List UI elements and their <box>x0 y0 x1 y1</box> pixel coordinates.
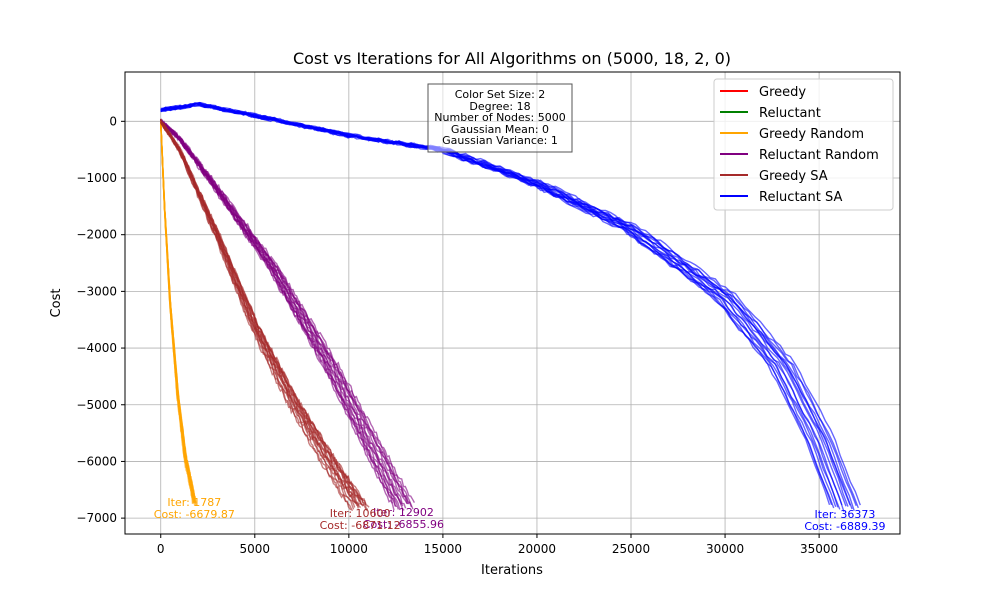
legend-label: Greedy <box>759 85 806 100</box>
end-label-cost: Cost: -6855.96 <box>363 518 444 531</box>
legend-label: Reluctant Random <box>759 148 879 163</box>
series-run-line <box>160 119 416 503</box>
x-tick-label: 20000 <box>518 542 556 556</box>
end-label-iter: Iter: 36373 <box>815 508 876 521</box>
y-axis-label: Cost <box>49 289 64 318</box>
series-run-line <box>160 119 395 511</box>
y-tick-label: −3000 <box>76 284 117 298</box>
info-box-frame <box>427 83 573 153</box>
y-tick-label: −5000 <box>76 398 117 412</box>
legend: Greedy Reluctant Greedy Random Reluctant Ra… <box>713 78 894 211</box>
series-reluctant-sa <box>160 101 861 512</box>
legend-label: Reluctant SA <box>759 190 842 205</box>
x-tick-label: 35000 <box>800 542 838 556</box>
end-label-iter: Iter: 1787 <box>167 496 221 509</box>
y-tick-label: −6000 <box>76 454 117 468</box>
ticks-layer: 0 5000 10000 15000 20000 25000 30000 35000 0 −100… <box>76 114 838 556</box>
end-label-cost: Cost: -6679.87 <box>154 508 235 521</box>
end-label-cost: Cost: -6871.12 <box>320 519 401 532</box>
legend-label: Greedy SA <box>759 169 828 184</box>
chart-title: Cost vs Iterations for All Algorithms on… <box>293 49 731 68</box>
y-tick-label: −1000 <box>76 171 117 185</box>
y-tick-label: −4000 <box>76 341 117 355</box>
x-tick-label: 30000 <box>706 542 744 556</box>
end-label-cost: Cost: -6889.39 <box>804 520 885 533</box>
series-run-line <box>160 122 370 508</box>
legend-frame <box>713 78 894 211</box>
y-tick-label: 0 <box>109 114 117 128</box>
series-reluctant-random <box>160 118 416 511</box>
legend-label: Reluctant <box>759 106 821 121</box>
end-label-iter: Iter: 10600 <box>330 507 391 520</box>
info-box: Color Set Size: 2 Degree: 18 Number of N… <box>427 83 573 153</box>
plot-area-frame <box>124 71 901 535</box>
series-greedy-sa <box>160 118 370 512</box>
x-axis-label: Iterations <box>481 563 543 578</box>
info-line: Number of Nodes: 5000 <box>434 111 565 124</box>
y-tick-label: −7000 <box>76 511 117 525</box>
info-line: Degree: 18 <box>469 100 530 113</box>
info-line: Color Set Size: 2 <box>455 88 546 101</box>
x-tick-label: 25000 <box>612 542 650 556</box>
x-tick-label: 15000 <box>424 542 462 556</box>
series-run-line <box>160 102 861 506</box>
legend-items: Greedy Reluctant Greedy Random Reluctant Ra… <box>720 85 879 205</box>
x-tick-label: 10000 <box>330 542 368 556</box>
series-run-line <box>160 120 354 512</box>
info-line: Gaussian Mean: 0 <box>451 123 549 136</box>
info-line: Gaussian Variance: 1 <box>442 134 558 147</box>
x-tick-label: 0 <box>157 542 165 556</box>
x-tick-label: 5000 <box>240 542 271 556</box>
series-layer <box>160 101 861 512</box>
series-run-line <box>160 121 197 505</box>
series-greedy-random <box>160 119 197 506</box>
end-label-iter: Iter: 12902 <box>373 506 434 519</box>
y-tick-label: −2000 <box>76 228 117 242</box>
legend-label: Greedy Random <box>759 127 864 142</box>
